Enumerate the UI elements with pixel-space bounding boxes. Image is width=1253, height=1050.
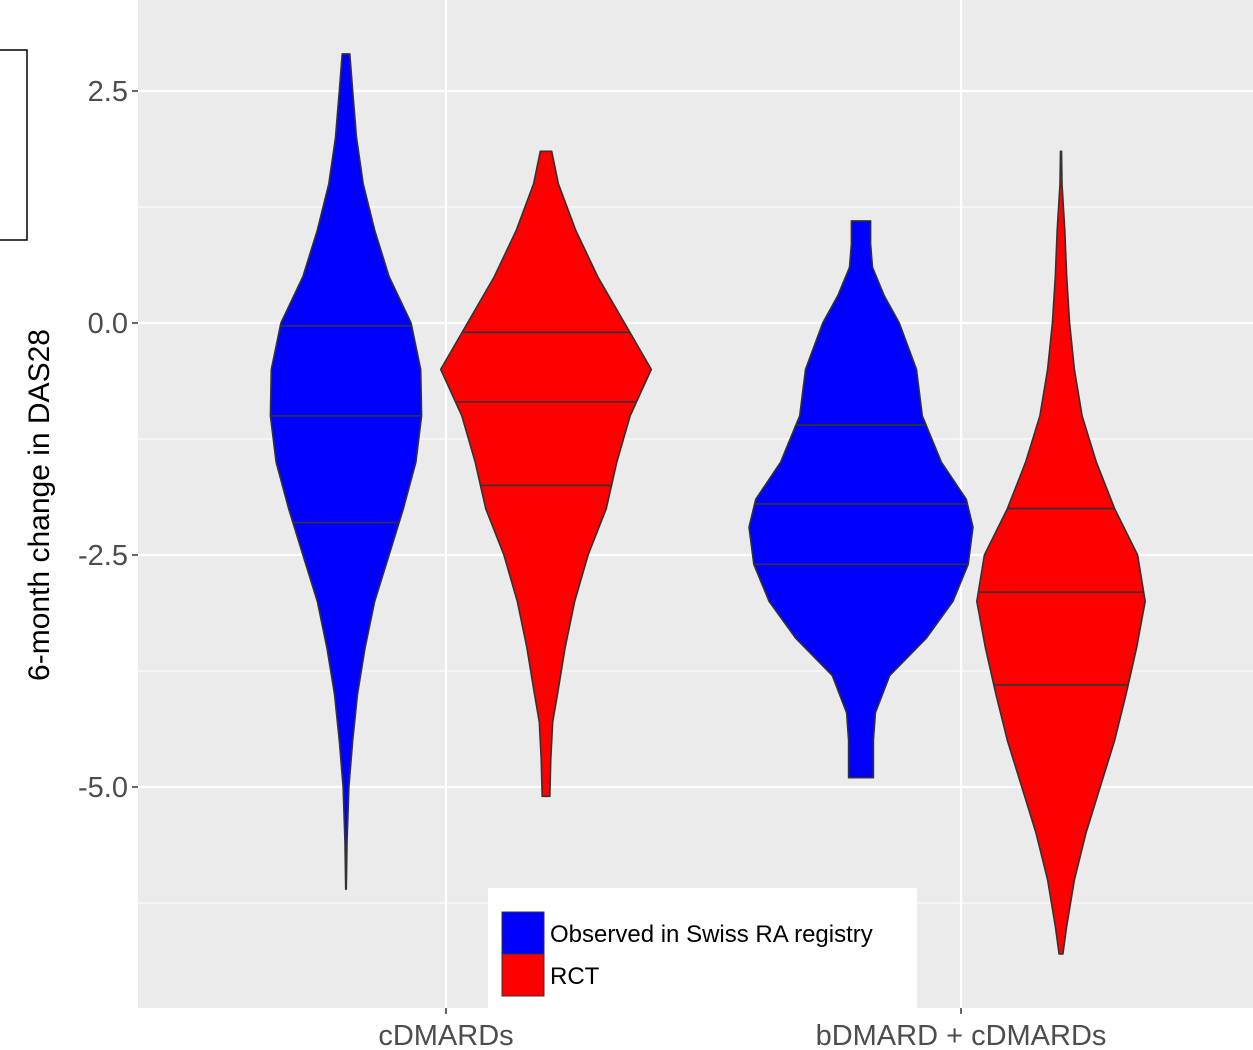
legend-label-rct: RCT xyxy=(550,963,600,990)
y-axis-title: 6-month change in DAS28 xyxy=(23,329,56,681)
y-tick-label-0: 2.5 xyxy=(88,76,128,108)
y-axis: 2.5 0.0 -2.5 -5.0 xyxy=(78,76,138,804)
x-tick-label-1: bDMARD + cDMARDs xyxy=(816,1020,1107,1050)
y-tick-label-1: 0.0 xyxy=(88,308,128,340)
title-box xyxy=(0,49,28,241)
violin-0-1 xyxy=(748,220,974,779)
legend-key-swiss-ra xyxy=(501,911,545,955)
violins xyxy=(269,53,1146,955)
legend-background xyxy=(488,888,917,1008)
x-axis: cDMARDs bDMARD + cDMARDs xyxy=(378,1008,1106,1050)
x-tick-label-0: cDMARDs xyxy=(378,1020,513,1050)
legend-key-rct xyxy=(501,953,545,997)
y-tick-label-3: -5.0 xyxy=(78,772,128,804)
legend: Observed in Swiss RA registry RCT xyxy=(488,888,917,1008)
legend-label-swiss-ra: Observed in Swiss RA registry xyxy=(550,921,873,948)
y-tick-label-2: -2.5 xyxy=(78,540,128,572)
violin-1-1 xyxy=(975,150,1146,955)
violin-1-0 xyxy=(439,150,653,798)
violin-0-0 xyxy=(269,53,423,890)
